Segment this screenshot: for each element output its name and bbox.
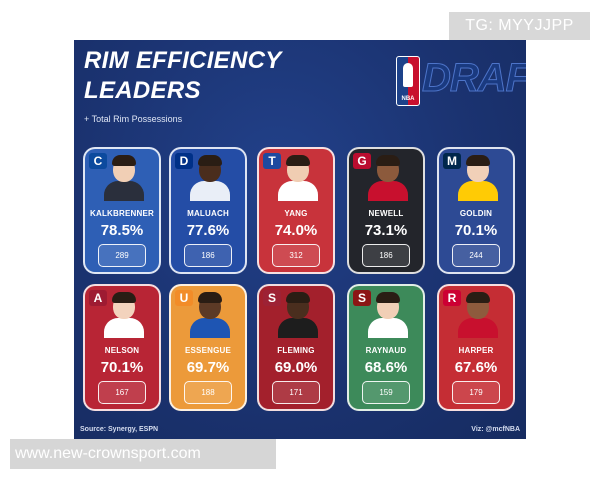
rim-efficiency-graphic: RIM EFFICIENCY LEADERS + Total Rim Posse… [74, 40, 526, 439]
rim-possessions-badge: 186 [362, 244, 410, 267]
team-logo-icon: S [263, 290, 281, 306]
team-logo-icon: S [353, 290, 371, 306]
graphic-title: RIM EFFICIENCY LEADERS [84, 46, 282, 106]
player-headshot [368, 292, 408, 338]
player-name: GOLDIN [459, 209, 493, 218]
rim-efficiency-pct: 67.6% [454, 359, 498, 376]
team-logo-icon: D [175, 153, 193, 169]
player-card: S FLEMING 69.0% 171 [257, 284, 335, 411]
player-hair [376, 292, 400, 303]
player-card: A NELSON 70.1% 167 [83, 284, 161, 411]
player-headshot [278, 292, 318, 338]
player-headshot [190, 155, 230, 201]
player-hair [286, 292, 310, 303]
rim-possessions-badge: 171 [272, 381, 320, 404]
player-name: KALKBRENNER [90, 209, 154, 218]
player-card: D MALUACH 77.6% 186 [169, 147, 247, 274]
source-credit: Source: Synergy, ESPN [80, 426, 159, 433]
player-headshot [190, 292, 230, 338]
player-card: T YANG 74.0% 312 [257, 147, 335, 274]
player-jersey [104, 318, 144, 338]
rim-efficiency-pct: 78.5% [100, 222, 144, 239]
player-card: R HARPER 67.6% 179 [437, 284, 515, 411]
player-hair [112, 155, 136, 166]
rim-possessions-badge: 188 [184, 381, 232, 404]
player-card: C KALKBRENNER 78.5% 289 [83, 147, 161, 274]
player-card: M GOLDIN 70.1% 244 [437, 147, 515, 274]
player-card: U ESSENGUE 69.7% 188 [169, 284, 247, 411]
watermark-top: TG: MYYJJPP [449, 12, 590, 40]
player-card: G NEWELL 73.1% 186 [347, 147, 425, 274]
player-jersey [368, 318, 408, 338]
team-logo-icon: R [443, 290, 461, 306]
player-hair [198, 155, 222, 166]
player-name: YANG [284, 209, 308, 218]
team-logo-icon: A [89, 290, 107, 306]
player-name: FLEMING [277, 346, 315, 355]
team-logo-icon: G [353, 153, 371, 169]
player-name: RAYNAUD [365, 346, 407, 355]
nba-logo-icon: NBA [396, 56, 420, 106]
player-hair [466, 155, 490, 166]
rim-efficiency-pct: 69.7% [186, 359, 230, 376]
player-jersey [368, 181, 408, 201]
player-jersey [104, 181, 144, 201]
player-name: NEWELL [368, 209, 404, 218]
player-hair [466, 292, 490, 303]
player-hair [376, 155, 400, 166]
rim-possessions-badge: 179 [452, 381, 500, 404]
player-jersey [278, 181, 318, 201]
player-jersey [190, 181, 230, 201]
team-logo-icon: U [175, 290, 193, 306]
logo-nba-text: NBA [401, 96, 415, 102]
rim-efficiency-pct: 74.0% [274, 222, 318, 239]
player-hair [198, 292, 222, 303]
logo-silhouette [403, 63, 413, 87]
draft-wordmark: DRAFT [422, 56, 526, 101]
player-headshot [278, 155, 318, 201]
player-headshot [458, 155, 498, 201]
team-logo-icon: C [89, 153, 107, 169]
player-headshot [458, 292, 498, 338]
rim-possessions-badge: 289 [98, 244, 146, 267]
player-hair [286, 155, 310, 166]
player-jersey [190, 318, 230, 338]
player-headshot [104, 292, 144, 338]
rim-efficiency-pct: 70.1% [454, 222, 498, 239]
rim-possessions-badge: 186 [184, 244, 232, 267]
rim-efficiency-pct: 70.1% [100, 359, 144, 376]
player-headshot [104, 155, 144, 201]
player-name: NELSON [104, 346, 140, 355]
rim-possessions-badge: 244 [452, 244, 500, 267]
title-line-2: LEADERS [84, 77, 201, 104]
player-jersey [458, 181, 498, 201]
graphic-subtitle: + Total Rim Possessions [84, 114, 183, 124]
team-logo-icon: T [263, 153, 281, 169]
player-name: MALUACH [187, 209, 229, 218]
watermark-bottom: www.new-crownsport.com [10, 439, 276, 469]
rim-efficiency-pct: 73.1% [364, 222, 408, 239]
team-logo-icon: M [443, 153, 461, 169]
rim-possessions-badge: 159 [362, 381, 410, 404]
player-name: HARPER [458, 346, 494, 355]
player-name: ESSENGUE [184, 346, 232, 355]
player-hair [112, 292, 136, 303]
rim-possessions-badge: 312 [272, 244, 320, 267]
rim-possessions-badge: 167 [98, 381, 146, 404]
viz-credit: Viz: @mcfNBA [471, 426, 520, 433]
player-jersey [278, 318, 318, 338]
title-line-1: RIM EFFICIENCY [84, 47, 282, 74]
rim-efficiency-pct: 69.0% [274, 359, 318, 376]
player-card: S RAYNAUD 68.6% 159 [347, 284, 425, 411]
rim-efficiency-pct: 68.6% [364, 359, 408, 376]
rim-efficiency-pct: 77.6% [186, 222, 230, 239]
player-jersey [458, 318, 498, 338]
player-headshot [368, 155, 408, 201]
